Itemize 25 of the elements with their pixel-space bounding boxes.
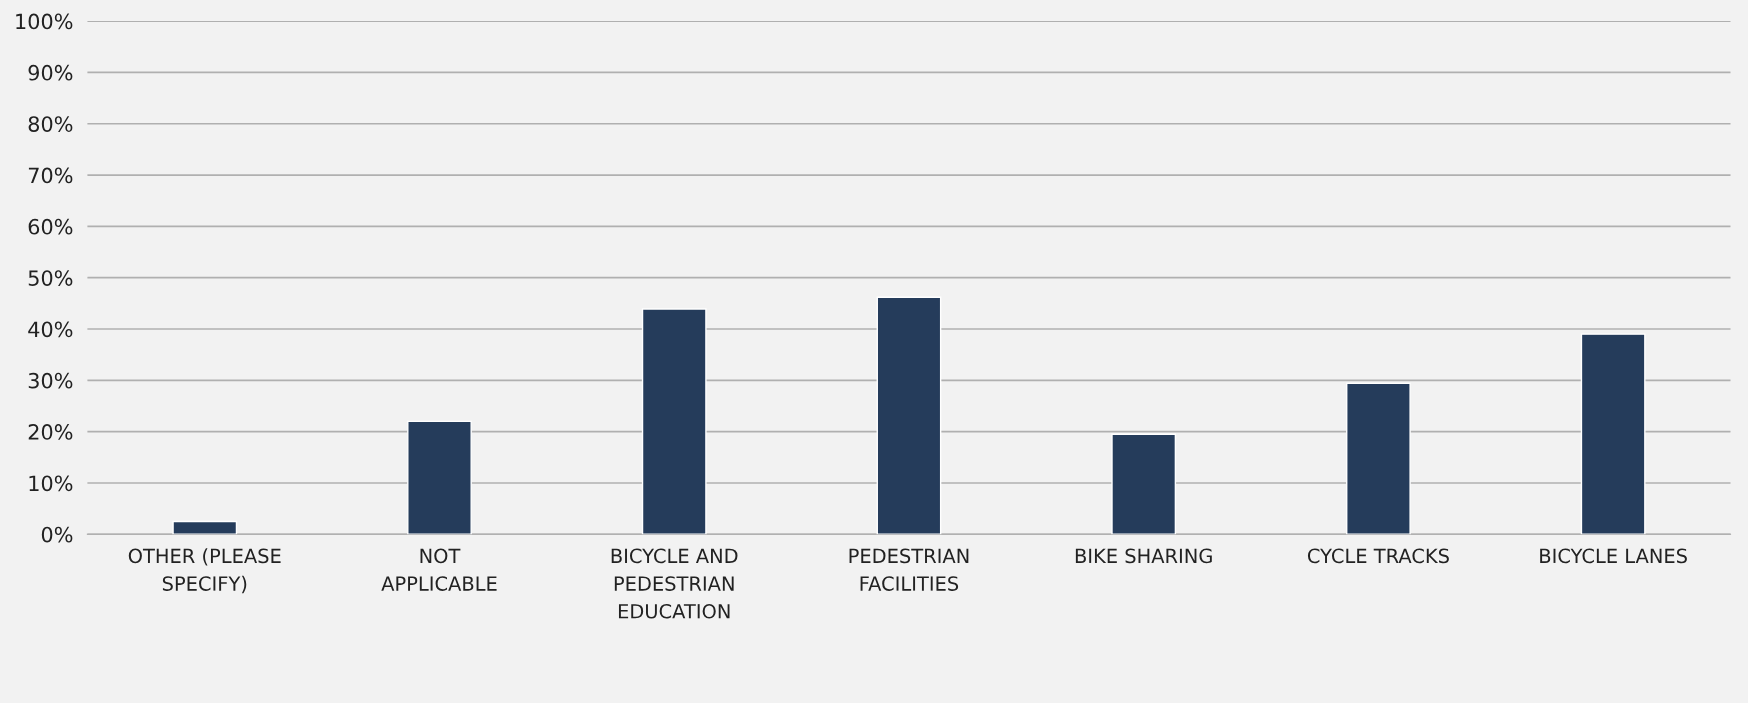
x-tick-label: BICYCLE AND PEDESTRIAN EDUCATION <box>611 548 738 619</box>
x-tick-label: BIKE SHARING <box>1075 548 1212 564</box>
bar <box>641 308 707 535</box>
bar <box>1346 382 1411 535</box>
y-tick-label: 0% <box>41 526 73 543</box>
x-tick-label: PEDESTRIAN FACILITIES <box>849 548 969 591</box>
y-tick-label: 20% <box>28 424 73 440</box>
bar <box>407 420 472 535</box>
x-tick-label: CYCLE TRACKS <box>1307 548 1449 564</box>
y-tick-label: 50% <box>28 270 73 286</box>
bar <box>1111 433 1177 535</box>
bar <box>172 520 238 535</box>
y-tick-label: 80% <box>28 116 73 132</box>
y-tick-label: 40% <box>28 321 73 338</box>
y-tick-label: 90% <box>28 64 73 81</box>
bar <box>876 296 942 535</box>
x-tick-label: NOT APPLICABLE <box>381 548 497 591</box>
y-tick-label: 70% <box>28 167 73 184</box>
x-tick-label: OTHER (PLEASE SPECIFY) <box>128 548 281 594</box>
y-tick-label: 10% <box>29 475 73 492</box>
bar <box>1580 333 1646 535</box>
y-tick-label: 30% <box>28 372 73 389</box>
x-tick-label: BICYCLE LANES <box>1540 548 1687 564</box>
y-tick-label: 100% <box>16 13 73 30</box>
y-tick-label: 60% <box>28 218 73 235</box>
